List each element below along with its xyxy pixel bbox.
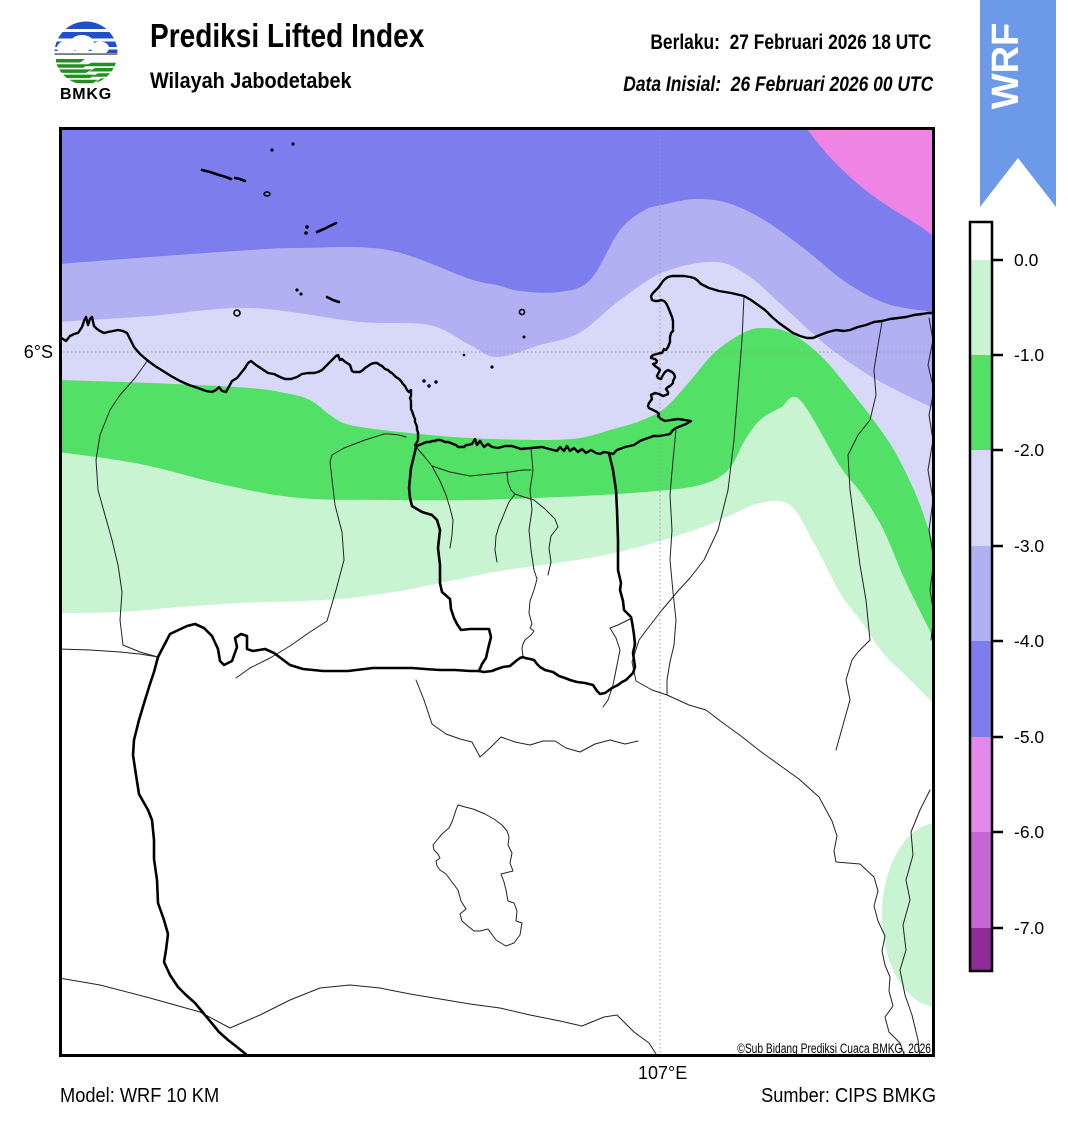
svg-text:-3.0: -3.0	[1014, 536, 1044, 556]
svg-text:-1.0: -1.0	[1014, 345, 1044, 365]
svg-text:-2.0: -2.0	[1014, 440, 1044, 460]
svg-text:-5.0: -5.0	[1014, 727, 1044, 747]
svg-text:-4.0: -4.0	[1014, 631, 1044, 651]
svg-text:-7.0: -7.0	[1014, 918, 1044, 938]
svg-text:©Sub Bidang Prediksi Cuaca BMK: ©Sub Bidang Prediksi Cuaca BMKG, 2026	[737, 1041, 931, 1057]
svg-text:WRF: WRF	[985, 23, 1027, 110]
svg-text:0.0: 0.0	[1014, 250, 1039, 270]
svg-text:-6.0: -6.0	[1014, 822, 1044, 842]
svg-text:BMKG: BMKG	[60, 86, 112, 102]
